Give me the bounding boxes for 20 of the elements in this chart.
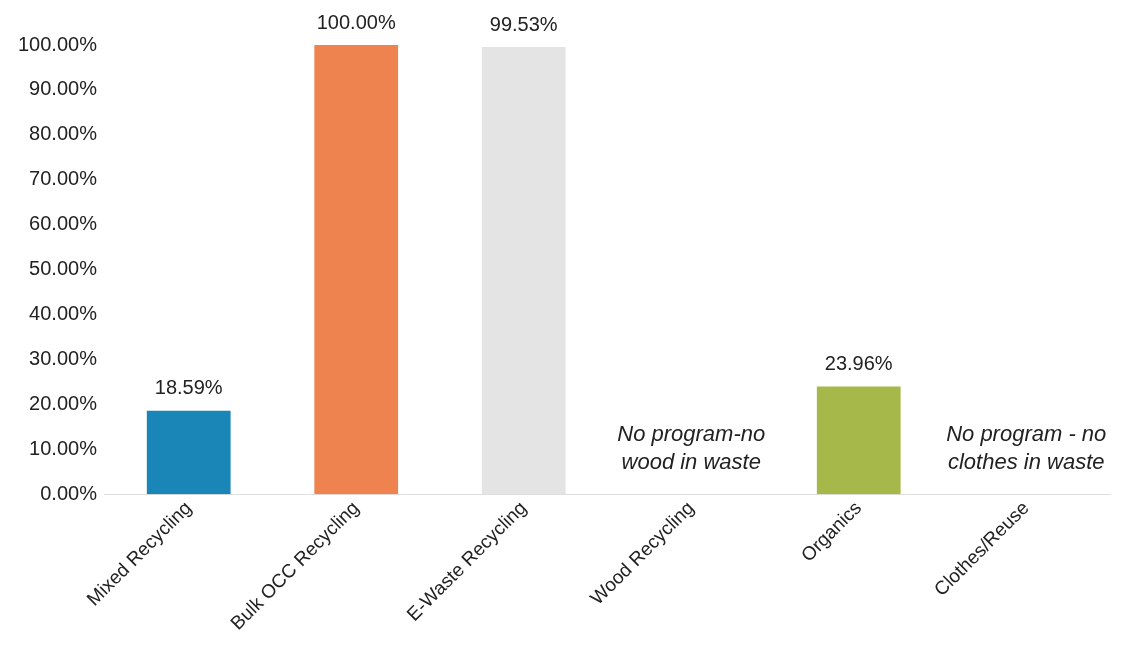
annotation: No program - no clothes in waste <box>946 421 1107 475</box>
y-tick-label: 70.00% <box>29 167 98 190</box>
annotation: No program-no wood in waste <box>617 421 766 475</box>
bar <box>314 45 399 495</box>
y-tick-label: 40.00% <box>29 302 98 325</box>
y-tick-label: 50.00% <box>29 257 98 280</box>
y-tick-label: 30.00% <box>29 346 98 369</box>
y-tick-label: 10.00% <box>29 436 98 459</box>
data-label: 100.00% <box>316 10 396 33</box>
bar <box>146 410 231 495</box>
y-tick-label: 100.00% <box>17 32 98 55</box>
bar <box>816 386 901 495</box>
data-label: 99.53% <box>489 12 558 35</box>
data-label: 23.96% <box>824 352 893 375</box>
y-tick-label: 60.00% <box>29 212 98 235</box>
y-tick-label: 90.00% <box>29 77 98 100</box>
y-tick-label: 20.00% <box>29 391 98 414</box>
y-tick-label: 80.00% <box>29 122 98 145</box>
data-label: 18.59% <box>154 376 223 399</box>
y-tick-label: 0.00% <box>40 481 98 504</box>
